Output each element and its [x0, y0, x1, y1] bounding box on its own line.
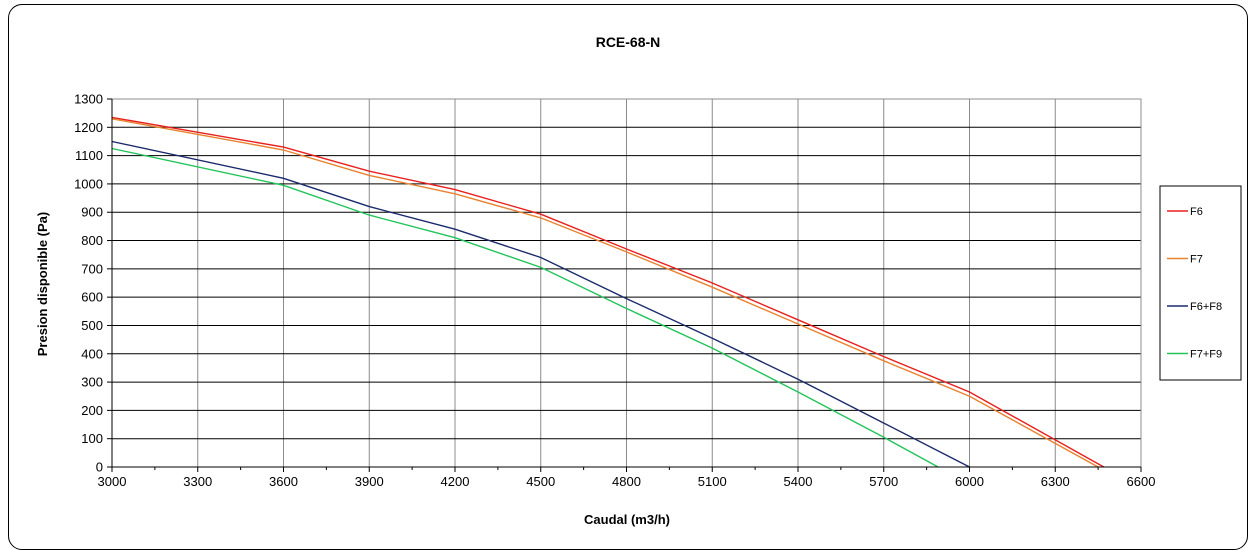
y-tick-label: 1300	[74, 92, 103, 107]
x-tick-label: 6300	[1041, 474, 1070, 489]
y-tick-label: 200	[81, 403, 103, 418]
y-tick-label: 1200	[74, 120, 103, 135]
y-tick-label: 0	[96, 460, 103, 475]
legend-label: F7	[1190, 254, 1203, 266]
x-tick-label: 5100	[698, 474, 727, 489]
legend-label: F6	[1190, 206, 1203, 218]
grid	[111, 98, 1142, 468]
series-line-f7-plus-f9	[111, 147, 939, 468]
legend-label: F7+F9	[1190, 349, 1222, 361]
x-tick-label: 5700	[869, 474, 898, 489]
legend-box	[1159, 185, 1242, 381]
y-tick-label: 1100	[75, 148, 103, 163]
y-tick-label: 600	[81, 290, 103, 305]
y-tick-label: 700	[81, 261, 103, 276]
x-tick-label: 3000	[98, 474, 127, 489]
y-tick-label: 500	[81, 318, 103, 333]
series-line-f6-plus-f8	[111, 140, 970, 468]
y-tick-label: 400	[81, 346, 103, 361]
x-tick-label: 3600	[269, 474, 298, 489]
x-tick-label: 3900	[355, 474, 384, 489]
y-tick-label: 900	[81, 205, 103, 220]
x-tick-label: 4500	[526, 474, 555, 489]
series-line-f7	[111, 118, 1099, 468]
series-layer	[111, 116, 1105, 468]
series-line-f6	[111, 116, 1105, 468]
axes: 3000 3300 3600 3900 4200 4500 4800 5100 5400 5700…	[74, 92, 1155, 490]
x-tick-label: 5400	[784, 474, 813, 489]
y-tick-label: 300	[81, 375, 103, 390]
x-axis-title: Caudal (m3/h)	[584, 512, 670, 527]
x-tick-label: 6000	[955, 474, 984, 489]
legend: F6 F7 F6+F8 F7+F9	[1159, 185, 1242, 381]
y-tick-label: 100	[81, 431, 103, 446]
x-tick-label: 4800	[612, 474, 641, 489]
y-axis-title: Presion disponible (Pa)	[35, 212, 50, 356]
y-tick-label: 1000	[74, 176, 103, 191]
chart-title: RCE-68-N	[596, 34, 661, 50]
x-tick-label: 3300	[183, 474, 212, 489]
x-tick-label: 4200	[441, 474, 470, 489]
chart-frame	[8, 4, 1248, 550]
x-tick-label: 6600	[1127, 474, 1156, 489]
y-tick-label: 800	[81, 233, 103, 248]
legend-label: F6+F8	[1190, 301, 1222, 313]
